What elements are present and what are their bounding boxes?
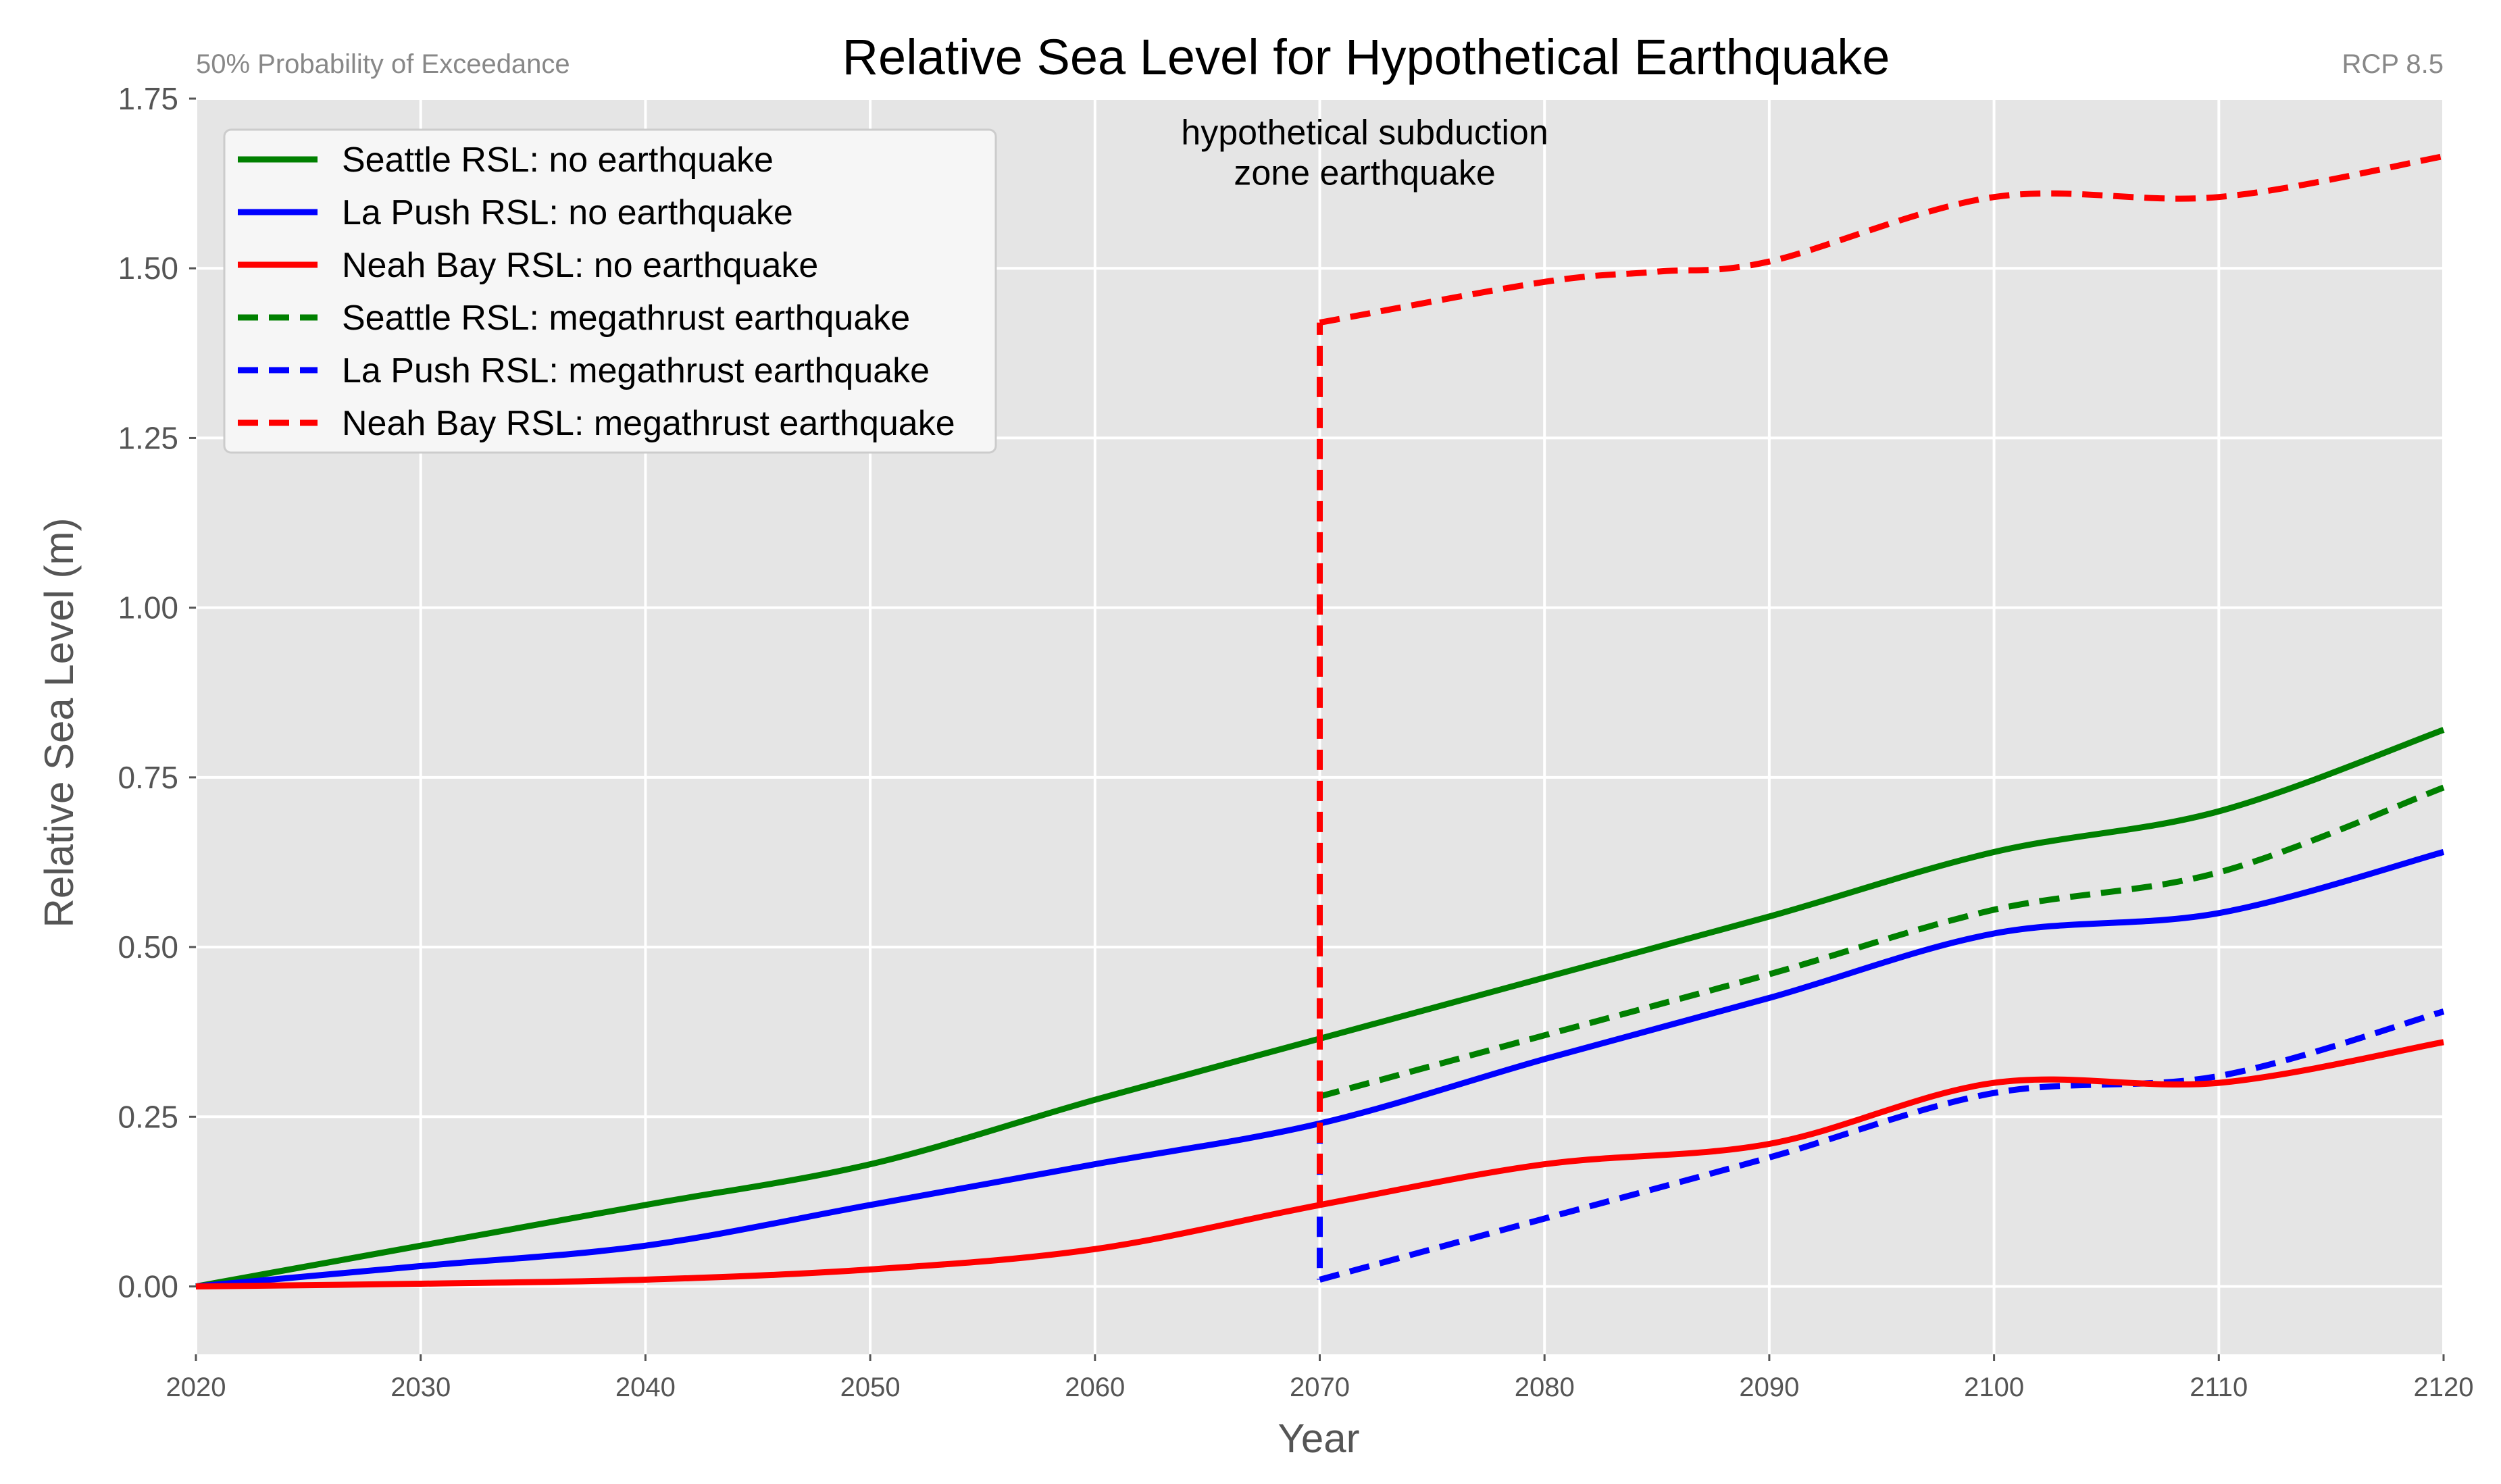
x-tick-label: 2060: [1065, 1373, 1125, 1402]
subtitle-right: RCP 8.5: [2342, 49, 2444, 79]
y-tick-label: 1.25: [118, 420, 178, 455]
x-tick-label: 2020: [166, 1373, 226, 1402]
y-tick-label: 1.75: [118, 81, 178, 116]
x-tick-label: 2120: [2414, 1373, 2474, 1402]
x-tick-label: 2040: [615, 1373, 676, 1402]
annotation-line-1: hypothetical subduction: [1181, 113, 1548, 152]
annotation: hypothetical subduction zone earthquake: [1181, 113, 1548, 193]
y-axis-label: Relative Sea Level (m): [36, 518, 82, 928]
x-tick-label: 2090: [1739, 1373, 1799, 1402]
legend-label-la-push-rsl-megathrust-earthquake: La Push RSL: megathrust earthquake: [342, 351, 930, 390]
y-tick-label: 0.25: [118, 1099, 178, 1134]
legend-box: [223, 128, 997, 454]
y-tick-label: 0.50: [118, 929, 178, 965]
chart-title: Relative Sea Level for Hypothetical Eart…: [842, 29, 1890, 85]
legend-label-seattle-rsl-megathrust-earthquake: Seattle RSL: megathrust earthquake: [342, 299, 910, 338]
y-tick-label: 0.00: [118, 1269, 178, 1304]
x-tick-label: 2030: [390, 1373, 451, 1402]
x-tick-label: 2100: [1964, 1373, 2024, 1402]
ticks: 2020 2030 2040 2050 2060 2070 2080 2090 2100 2110…: [118, 81, 2473, 1402]
x-axis-label: Year: [1278, 1416, 1359, 1461]
series-line-seattle-rsl-megathrust-earthquake: [1319, 784, 2445, 1100]
series-line-neah-bay-rsl-megathrust-earthquake: [1317, 153, 2444, 1205]
legend-label-neah-bay-rsl-no-earthquake: Neah Bay RSL: no earthquake: [342, 246, 818, 285]
y-tick-label: 1.00: [118, 590, 178, 625]
legend-label-neah-bay-rsl-megathrust-earthquake: Neah Bay RSL: megathrust earthquake: [342, 404, 955, 443]
x-tick-label: 2050: [840, 1373, 901, 1402]
series-lines: [195, 153, 2445, 1289]
subtitle-left: 50% Probability of Exceedance: [196, 49, 570, 79]
y-tick-label: 0.75: [118, 760, 178, 795]
annotation-line-2: zone earthquake: [1234, 153, 1495, 193]
x-tick-label: 2110: [2190, 1373, 2248, 1402]
y-tick-label: 1.50: [118, 251, 178, 286]
x-tick-label: 2080: [1515, 1373, 1575, 1402]
legend: Seattle RSL: no earthquake La Push RSL: n…: [223, 128, 997, 454]
legend-label-la-push-rsl-no-earthquake: La Push RSL: no earthquake: [342, 193, 793, 232]
legend-label-seattle-rsl-no-earthquake: Seattle RSL: no earthquake: [342, 140, 774, 180]
x-tick-label: 2070: [1290, 1373, 1350, 1402]
